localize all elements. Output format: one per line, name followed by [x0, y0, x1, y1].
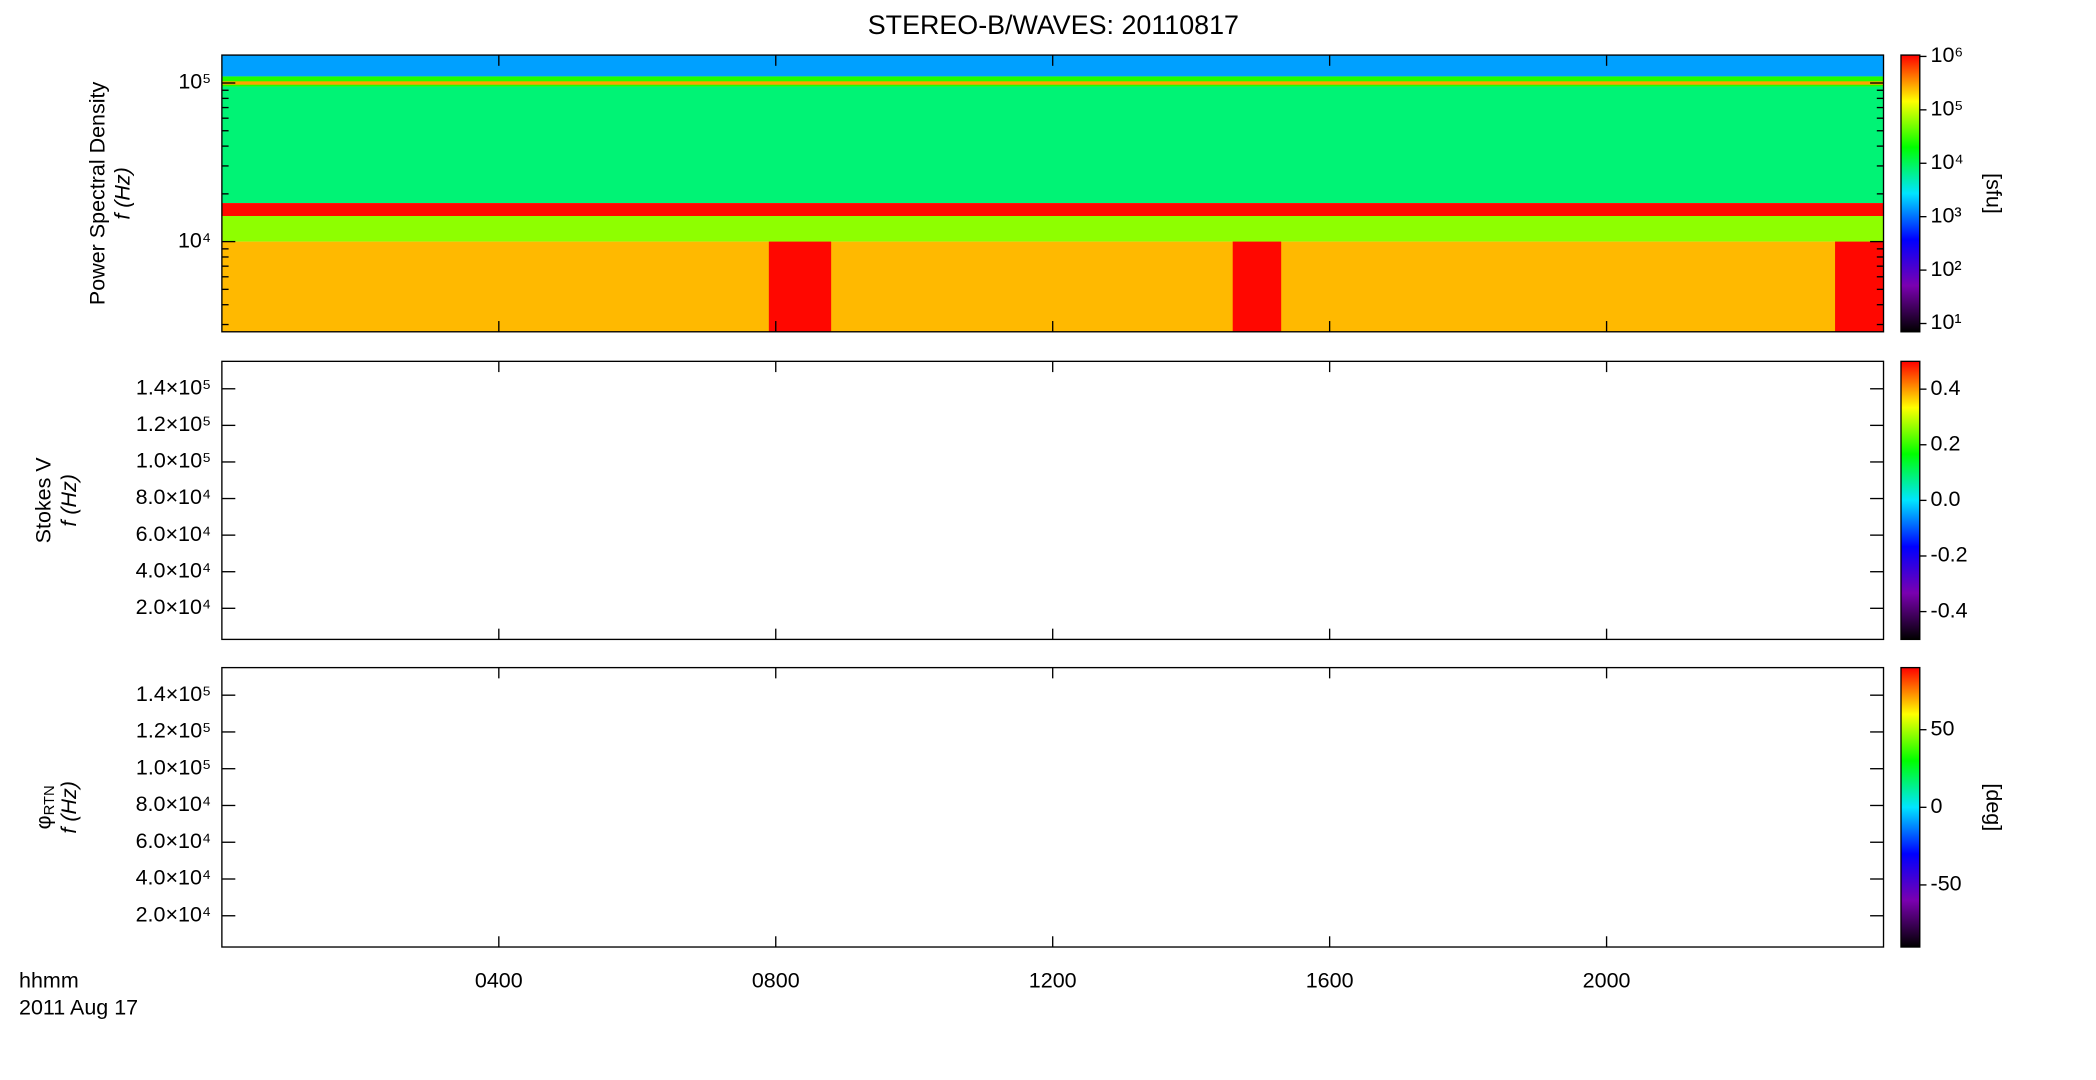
x-tick-label: 0400	[475, 969, 523, 993]
date-label: 2011 Aug 17	[19, 995, 138, 1019]
y-tick-label: 2.0×10⁴	[136, 902, 212, 926]
spectrogram-burst	[1232, 241, 1282, 332]
y-tick-label: 4.0×10⁴	[136, 558, 212, 582]
colorbar	[1900, 360, 1921, 641]
y-tick-label: 1.2×10⁵	[136, 719, 211, 743]
y-tick-label: 1.2×10⁵	[136, 412, 211, 436]
y-tick-label: 10⁴	[178, 228, 211, 252]
colorbar-tick-label: 10¹	[1931, 310, 1962, 334]
colorbar	[1900, 666, 1921, 948]
colorbar-label: [sfu]	[1982, 173, 2006, 214]
colorbar-tick-label: 0.0	[1931, 487, 1961, 511]
spectrogram-band	[221, 81, 1884, 85]
y-tick-label: 6.0×10⁴	[136, 829, 212, 853]
y-tick-label: 2.0×10⁴	[136, 595, 212, 619]
x-tick-label: 1200	[1029, 969, 1077, 993]
colorbar-tick-label: 10²	[1931, 257, 1962, 281]
colorbar-tick-label: -0.2	[1931, 543, 1968, 567]
colorbar	[1900, 54, 1921, 333]
colorbar-tick-label: 10³	[1931, 203, 1962, 227]
y-tick-label: 1.4×10⁵	[136, 682, 211, 706]
y-tick-label: 1.0×10⁵	[136, 449, 211, 473]
colorbar-tick-label: 10⁵	[1931, 97, 1964, 121]
colorbar-tick-label: 0.4	[1931, 376, 1961, 400]
spectrogram-band	[221, 241, 1884, 332]
y-tick-label: 6.0×10⁴	[136, 522, 212, 546]
y-axis-label-text: Power Spectral Density	[85, 82, 109, 306]
spectrogram-burst	[768, 241, 832, 332]
colorbar-tick-label: 50	[1931, 716, 1955, 740]
colorbar-tick-label: -50	[1931, 872, 1962, 896]
x-axis-label: hhmm	[19, 969, 79, 993]
y-axis-label: Stokes V	[31, 457, 55, 544]
colorbar-label: [deg]	[1982, 783, 2006, 831]
x-tick-label: 2000	[1583, 969, 1631, 993]
colorbar-tick-label: 0	[1931, 794, 1943, 818]
chart-title: STEREO-B/WAVES: 20110817	[868, 10, 1239, 40]
colorbar-tick-label: 10⁴	[1931, 150, 1964, 174]
colorbar-tick-label: -0.4	[1931, 598, 1968, 622]
y-axis-label: φRTN	[31, 785, 58, 829]
plot-frame	[221, 666, 1885, 948]
y-tick-label: 1.0×10⁵	[136, 755, 211, 779]
spectrogram-band	[221, 216, 1884, 242]
spectrogram-burst	[1835, 241, 1884, 332]
y-axis-label-text: φ	[31, 815, 55, 829]
plot-frame	[221, 360, 1885, 641]
colorbar-tick-label: 0.2	[1931, 431, 1961, 455]
y-tick-label: 8.0×10⁴	[136, 485, 212, 509]
y-axis-label: f (Hz)	[57, 781, 81, 834]
y-axis-label: f (Hz)	[57, 474, 81, 527]
spectrogram-band	[221, 86, 1884, 204]
colorbar-tick-label: 10⁶	[1931, 43, 1964, 67]
y-tick-label: 10⁵	[178, 70, 211, 94]
x-tick-label: 0800	[752, 969, 800, 993]
y-tick-label: 4.0×10⁴	[136, 866, 212, 890]
y-axis-label: Power Spectral Density	[85, 82, 109, 306]
y-axis-label-sub: RTN	[42, 785, 58, 815]
y-axis-label-text: Stokes V	[31, 457, 55, 544]
spectrogram-band	[221, 203, 1884, 217]
y-tick-label: 1.4×10⁵	[136, 375, 211, 399]
y-tick-label: 8.0×10⁴	[136, 792, 212, 816]
x-tick-label: 1600	[1306, 969, 1354, 993]
y-axis-label: f (Hz)	[110, 167, 134, 220]
